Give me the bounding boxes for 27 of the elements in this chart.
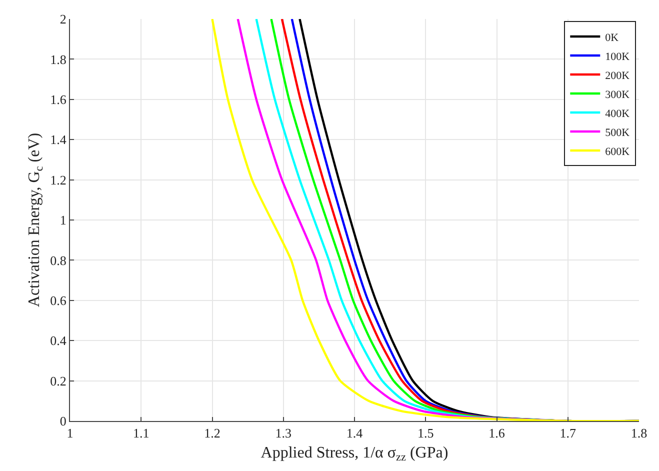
x-tick-label: 1.4 [346, 426, 364, 441]
y-tick-label: 2 [60, 12, 66, 27]
x-tick-label: 1.3 [275, 426, 292, 441]
x-tick-label: 1.7 [560, 426, 577, 441]
y-tick-label: 0.4 [50, 333, 67, 348]
y-tick-label: 1 [60, 212, 66, 228]
y-tick-label: 1.6 [50, 92, 67, 107]
legend-label: 200K [605, 70, 630, 82]
y-tick-label: 0 [60, 414, 66, 429]
legend-label: 300K [605, 88, 630, 101]
y-tick-label: 1.8 [50, 52, 66, 67]
x-tick-label: 1.5 [418, 426, 434, 441]
x-tick-label: 1.2 [204, 426, 220, 441]
legend-label: 400K [605, 108, 630, 120]
x-tick-label: 1.6 [488, 426, 506, 441]
y-tick-label: 0.8 [50, 252, 66, 268]
y-tick-label: 1.4 [50, 132, 67, 148]
y-tick-label: 0.2 [50, 373, 66, 388]
y-tick-label: 1.2 [50, 172, 66, 188]
legend-label: 600K [605, 146, 630, 158]
x-tick-label: 1.8 [630, 426, 648, 441]
legend-label: 0K [605, 32, 619, 44]
y-tick-label: 0.6 [50, 292, 67, 308]
x-axis-title: Applied Stress, 1/α σ$_{zz}$ (GPa) [260, 444, 448, 464]
legend-label: 500K [605, 126, 630, 139]
x-tick-label: 1.1 [133, 426, 150, 441]
legend-label: 100K [605, 50, 630, 63]
